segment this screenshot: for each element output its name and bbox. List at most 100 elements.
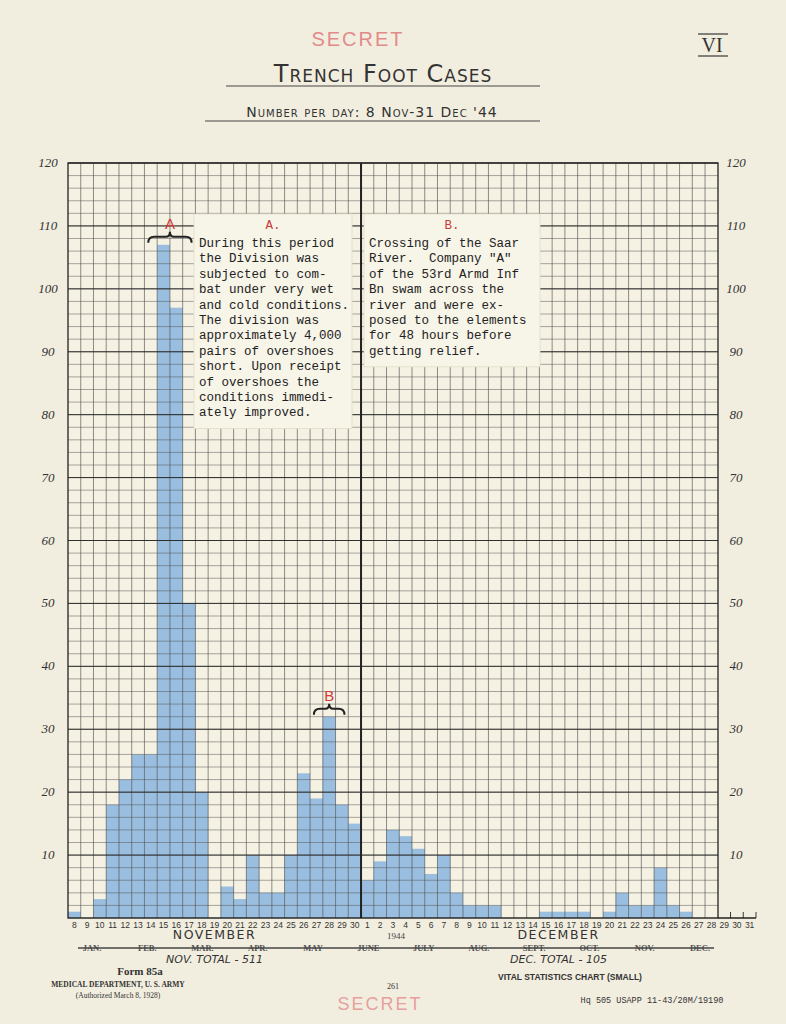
x-tick-label: 14: [146, 920, 156, 930]
x-tick-label: 26: [681, 920, 691, 930]
x-tick-label: 29: [337, 920, 347, 930]
baseline-tick: [743, 912, 744, 918]
y-tick-label-left: 30: [41, 721, 56, 736]
minor-grid-line: [68, 515, 718, 516]
x-tick-label: 30: [732, 920, 742, 930]
y-tick-label-left: 80: [42, 407, 56, 422]
plot-frame: [68, 163, 718, 918]
x-tick-label: 1: [365, 920, 370, 930]
y-tick-label-right: 10: [730, 847, 744, 862]
bar: [387, 830, 400, 918]
annotation-marker: A: [165, 215, 175, 232]
subtitle-underline: [205, 120, 540, 121]
x-tick-label: 20: [605, 920, 615, 930]
y-tick-label-right: 30: [729, 721, 744, 736]
classification-bottom: SECRET: [337, 994, 422, 1014]
baseline-tick: [756, 912, 757, 918]
annotation-line: and cold conditions.: [199, 299, 349, 313]
y-tick-label-left: 40: [42, 658, 56, 673]
x-tick-label: 9: [467, 920, 472, 930]
major-grid-line: [68, 540, 718, 541]
major-grid-line: [68, 603, 718, 604]
bar: [463, 905, 476, 918]
minor-grid-line: [68, 376, 718, 377]
minor-grid-line: [68, 641, 718, 642]
minor-grid-line: [68, 540, 718, 541]
bar: [144, 754, 157, 918]
bar: [476, 905, 489, 918]
minor-grid-line: [68, 590, 718, 591]
minor-grid-line: [68, 880, 718, 881]
annotation-box: [194, 214, 352, 428]
minor-grid-line: [68, 704, 718, 705]
annotation-heading: A.: [265, 219, 280, 233]
x-tick-label: 13: [133, 920, 143, 930]
y-tick-label-left: 10: [42, 847, 56, 862]
bar: [132, 754, 145, 918]
y-tick-label-left: 90: [42, 344, 56, 359]
y-tick-label-right: 20: [730, 784, 744, 799]
x-tick-label: 5: [416, 920, 421, 930]
x-tick-label: 12: [503, 920, 513, 930]
minor-grid-line: [68, 842, 718, 843]
form-authorization: (Authorized March 8, 1928): [76, 991, 161, 1000]
x-tick-label: 11: [108, 920, 117, 930]
y-tick-label-right: 90: [730, 344, 744, 359]
annotation-line: the Division was: [199, 252, 319, 266]
minor-grid-line: [68, 188, 718, 189]
column-grid-line: [361, 163, 362, 918]
x-tick-label: 2: [378, 920, 383, 930]
x-tick-label: 29: [719, 920, 729, 930]
annotation-line: for 48 hours before: [369, 329, 512, 343]
minor-grid-line: [68, 527, 718, 528]
bar: [578, 912, 591, 918]
x-tick-label: 22: [630, 920, 640, 930]
annotation-line: subjected to com-: [199, 268, 327, 282]
minor-grid-line: [68, 779, 718, 780]
annotation-line: Crossing of the Saar: [369, 237, 519, 251]
minor-grid-line: [68, 414, 718, 415]
annotation-line: The division was: [199, 314, 319, 328]
minor-grid-line: [68, 716, 718, 717]
major-grid-line: [68, 729, 718, 730]
bar: [285, 855, 298, 918]
x-tick-label: 9: [85, 920, 90, 930]
bar: [170, 308, 183, 918]
month-label: NOVEMBER: [173, 927, 256, 942]
x-tick-label: 8: [454, 920, 459, 930]
x-tick-label: 7: [441, 920, 446, 930]
month-total: NOV. TOTAL - 511: [166, 953, 263, 966]
x-tick-label: 10: [95, 920, 105, 930]
y-tick-label-right: 70: [730, 470, 744, 485]
y-tick-label-right: 80: [730, 407, 744, 422]
annotation-line: conditions immedi-: [199, 391, 334, 405]
bar: [246, 855, 259, 918]
annotation-brace: [314, 704, 345, 715]
y-tick-label-left: 60: [42, 533, 56, 548]
grid: [68, 163, 718, 918]
minor-grid-line: [68, 200, 718, 201]
minor-grid-line: [68, 792, 718, 793]
minor-grid-line: [68, 603, 718, 604]
annotation-brace: [148, 232, 191, 243]
bar: [93, 899, 106, 918]
y-tick-label-right: 100: [726, 281, 746, 296]
bar: [552, 912, 565, 918]
minor-grid-line: [68, 502, 718, 503]
baseline-tick: [730, 912, 731, 918]
bar: [157, 245, 170, 918]
bar: [565, 912, 578, 918]
month-total: DEC. TOTAL - 105: [510, 953, 607, 966]
bar: [667, 905, 680, 918]
annotation-line: posed to the elements: [369, 314, 527, 328]
minor-grid-line: [68, 465, 718, 466]
bar: [221, 887, 234, 918]
bar: [106, 805, 119, 918]
annotation-line: short. Upon receipt: [199, 360, 342, 374]
annotation-line: Bn swam across the: [369, 283, 504, 297]
x-tick-label: 31: [745, 920, 755, 930]
minor-grid-line: [68, 452, 718, 453]
bar: [234, 899, 247, 918]
x-tick-label: 11: [490, 920, 499, 930]
annotation-line: approximately 4,000: [199, 329, 342, 343]
